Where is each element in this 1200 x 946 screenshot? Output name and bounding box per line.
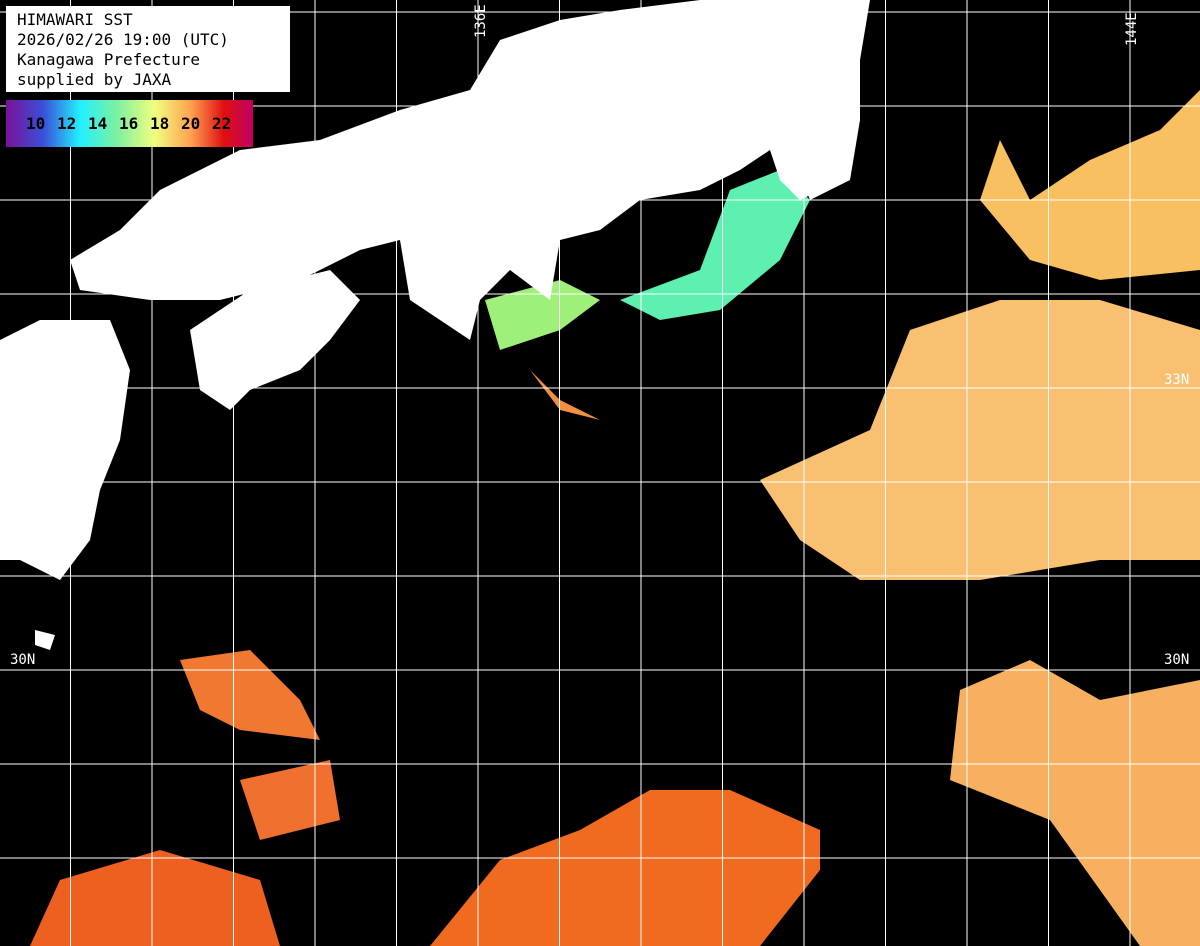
region-line: Kanagawa Prefecture [17,50,201,69]
scale-label: 10 [26,114,46,133]
sst-patch-sw3 [30,850,280,946]
land-shikoku [190,270,360,410]
land-kyushu [0,320,130,580]
lat-label-30n-right: 30N [1164,652,1190,668]
scale-label: 14 [88,114,108,133]
lat-label-30n-left: 30N [10,652,36,668]
color-scale-legend: 10 12 14 16 18 20 22 [6,100,253,147]
sst-patch-sw1 [180,650,320,740]
scale-label: 20 [181,114,201,133]
scale-label: 16 [119,114,139,133]
sst-patch-south [430,790,820,946]
scale-label: 12 [57,114,77,133]
scale-label: 22 [212,114,232,133]
lon-label-144e: 144E [1124,12,1140,46]
credit-line: supplied by JAXA [17,70,172,89]
sst-patch-mid [530,370,600,420]
title-line: HIMAWARI SST [17,10,133,29]
sst-patch-sw2 [240,760,340,840]
sst-patch-izu [620,170,810,320]
scale-label: 18 [150,114,170,133]
datetime-line: 2026/02/26 19:00 (UTC) [17,30,229,49]
sst-patch-east [760,300,1200,580]
sst-patch-kii [485,280,600,350]
title-box: HIMAWARI SST 2026/02/26 19:00 (UTC) Kana… [6,6,290,92]
lat-label-33n: 33N [1164,372,1190,388]
lon-label-136e: 136E [473,4,489,38]
land-honshu [70,0,870,340]
land [0,0,870,650]
land-boso [790,120,860,200]
sst-patch-ne [980,90,1200,280]
land-tanegashima [35,630,55,650]
sst-patch-se [950,660,1200,946]
